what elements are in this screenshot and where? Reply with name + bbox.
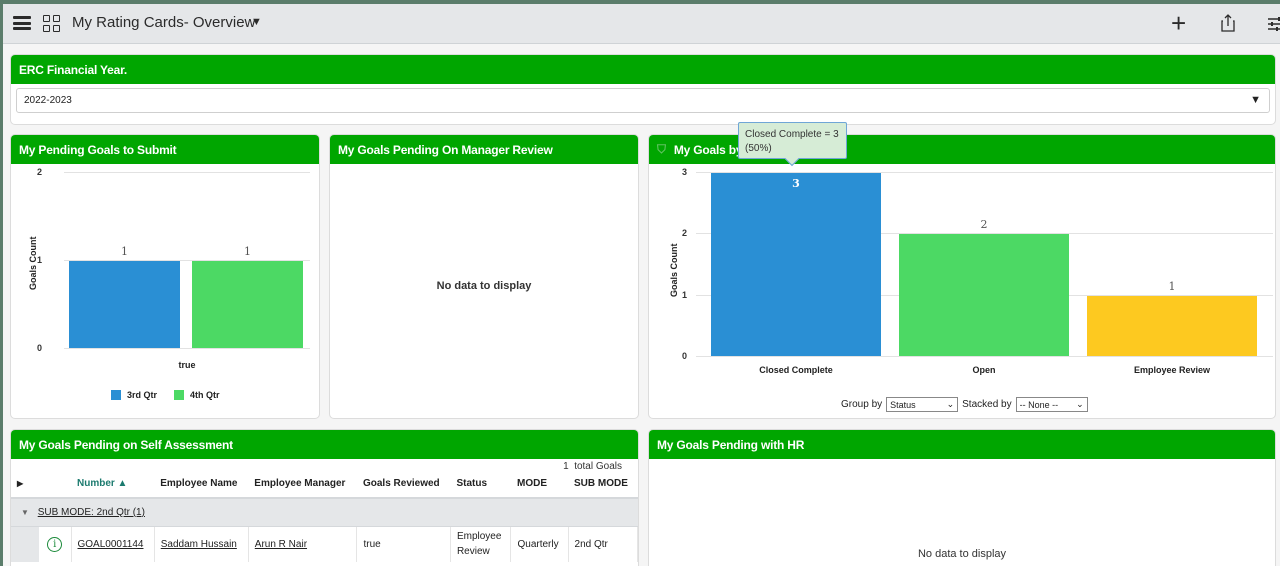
legend-item[interactable]: 3rd Qtr <box>111 390 157 400</box>
card-title: My Pending Goals to Submit <box>11 135 319 164</box>
legend-label: 4th Qtr <box>190 390 220 400</box>
goals-by-status-card: ⛉ My Goals by 3 2 1 0 Goals Count 3 2 1 … <box>648 134 1276 419</box>
y-axis-label: Goals Count <box>669 243 679 298</box>
collapse-icon[interactable]: ▼ <box>21 507 29 517</box>
group-by-select[interactable]: Status ⌄ <box>886 397 959 412</box>
financial-year-select[interactable]: 2022-2023 ▼ <box>16 88 1270 113</box>
y-tick: 1 <box>36 255 42 265</box>
employee-manager-link[interactable]: Arun R Nair <box>254 538 308 550</box>
bar-value: 1 <box>121 245 128 258</box>
stacked-by-select[interactable]: -- None -- ⌄ <box>1015 397 1088 412</box>
caret-down-icon: ▼ <box>1250 94 1261 106</box>
expand-all-icon[interactable]: ▶ <box>17 479 24 488</box>
column-header-goals-reviewed[interactable]: Goals Reviewed <box>362 478 440 489</box>
y-tick: 2 <box>681 228 687 238</box>
group-by-label: Group by <box>841 399 883 410</box>
financial-year-card: ERC Financial Year. 2022-2023 ▼ <box>10 54 1276 125</box>
bar-value: 2 <box>980 218 988 231</box>
grid-icon[interactable] <box>43 15 61 33</box>
bar-4th-qtr[interactable] <box>192 261 303 348</box>
stacked-by-label: Stacked by <box>962 399 1012 410</box>
y-tick: 0 <box>681 351 687 361</box>
total-count: 1 total Goals <box>563 461 622 472</box>
plus-icon[interactable]: + <box>1171 8 1187 38</box>
chart-tooltip: Closed Complete = 3 (50%) <box>738 122 847 159</box>
group-label[interactable]: SUB MODE: 2nd Qtr (1) <box>37 506 145 518</box>
card-title: My Goals Pending on Self Assessment <box>11 430 638 459</box>
menu-icon[interactable] <box>13 16 31 30</box>
goals-reviewed-cell: true <box>356 526 451 562</box>
filter-icon[interactable]: ⛉ <box>657 142 666 156</box>
no-data-message: No data to display <box>917 548 1007 560</box>
table-row: i GOAL0001144 Saddam Hussain Arun R Nair… <box>11 526 638 562</box>
selected-value: 2022-2023 <box>24 95 72 106</box>
legend-swatch <box>111 390 121 400</box>
chevron-down-icon: ⌄ <box>1076 399 1084 409</box>
goals-table: ▶ Number ▲ Employee Name Employee Manage… <box>11 470 638 562</box>
page-title: My Rating Cards- Overview <box>72 14 256 31</box>
sub-mode-cell: 2nd Qtr <box>568 526 638 562</box>
x-axis-label: Employee Review <box>1133 365 1211 375</box>
with-hr-card: My Goals Pending with HR No data to disp… <box>648 429 1276 566</box>
info-icon[interactable]: i <box>47 536 63 552</box>
self-assessment-card: My Goals Pending on Self Assessment 1 to… <box>10 429 639 566</box>
no-data-message: No data to display <box>436 280 532 292</box>
x-axis-label: Open <box>972 365 996 375</box>
y-tick: 0 <box>36 343 42 353</box>
table-header-row: ▶ Number ▲ Employee Name Employee Manage… <box>11 470 638 498</box>
bar-value: 1 <box>1168 280 1176 293</box>
group-by-controls: Group by Status ⌄ Stacked by -- None -- … <box>841 397 1092 412</box>
y-tick: 3 <box>681 167 687 177</box>
y-tick: 2 <box>36 167 42 177</box>
bar-value: 3 <box>792 177 800 190</box>
card-title: My Goals Pending with HR <box>649 430 1275 459</box>
legend-label: 3rd Qtr <box>127 390 158 400</box>
mode-cell: Quarterly <box>510 526 569 562</box>
caret-down-icon[interactable]: ▼ <box>251 16 262 28</box>
card-title: ERC Financial Year. <box>11 55 1275 84</box>
bar-closed-complete[interactable] <box>711 173 881 356</box>
y-axis-label: Goals Count <box>28 236 38 291</box>
x-axis-label: Closed Complete <box>759 365 833 375</box>
column-header-sub-mode[interactable]: SUB MODE <box>574 478 628 489</box>
column-header-employee-manager[interactable]: Employee Manager <box>254 478 346 489</box>
app-frame: My Rating Cards- Overview ▼ + ERC Financ… <box>3 4 1280 566</box>
pending-submit-card: My Pending Goals to Submit 2 1 0 Goals C… <box>10 134 320 419</box>
chevron-down-icon: ⌄ <box>946 399 955 409</box>
filter-sliders-icon[interactable] <box>1268 16 1280 32</box>
column-header-number[interactable]: Number ▲ <box>77 478 128 489</box>
column-header-employee-name[interactable]: Employee Name <box>160 478 238 489</box>
bar-3rd-qtr[interactable] <box>69 261 180 348</box>
manager-review-card: My Goals Pending On Manager Review No da… <box>329 134 639 419</box>
top-bar: My Rating Cards- Overview ▼ + <box>3 4 1280 44</box>
y-tick: 1 <box>681 290 687 300</box>
status-cell: Employee Review <box>450 526 512 562</box>
group-row[interactable]: ▼ SUB MODE: 2nd Qtr (1) <box>11 497 638 527</box>
legend-swatch <box>174 390 184 400</box>
goal-number-link[interactable]: GOAL0001144 <box>77 538 144 550</box>
share-icon[interactable] <box>1221 14 1235 32</box>
bar-value: 1 <box>244 245 251 258</box>
card-title: My Goals Pending On Manager Review <box>330 135 638 164</box>
bar-employee-review[interactable] <box>1087 296 1257 356</box>
employee-name-link[interactable]: Saddam Hussain <box>160 538 237 550</box>
bar-open[interactable] <box>899 234 1069 356</box>
legend-item[interactable]: 4th Qtr <box>174 390 220 400</box>
x-axis-label: true <box>178 360 196 370</box>
column-header-status[interactable]: Status <box>456 478 487 489</box>
column-header-mode[interactable]: MODE <box>516 478 547 489</box>
